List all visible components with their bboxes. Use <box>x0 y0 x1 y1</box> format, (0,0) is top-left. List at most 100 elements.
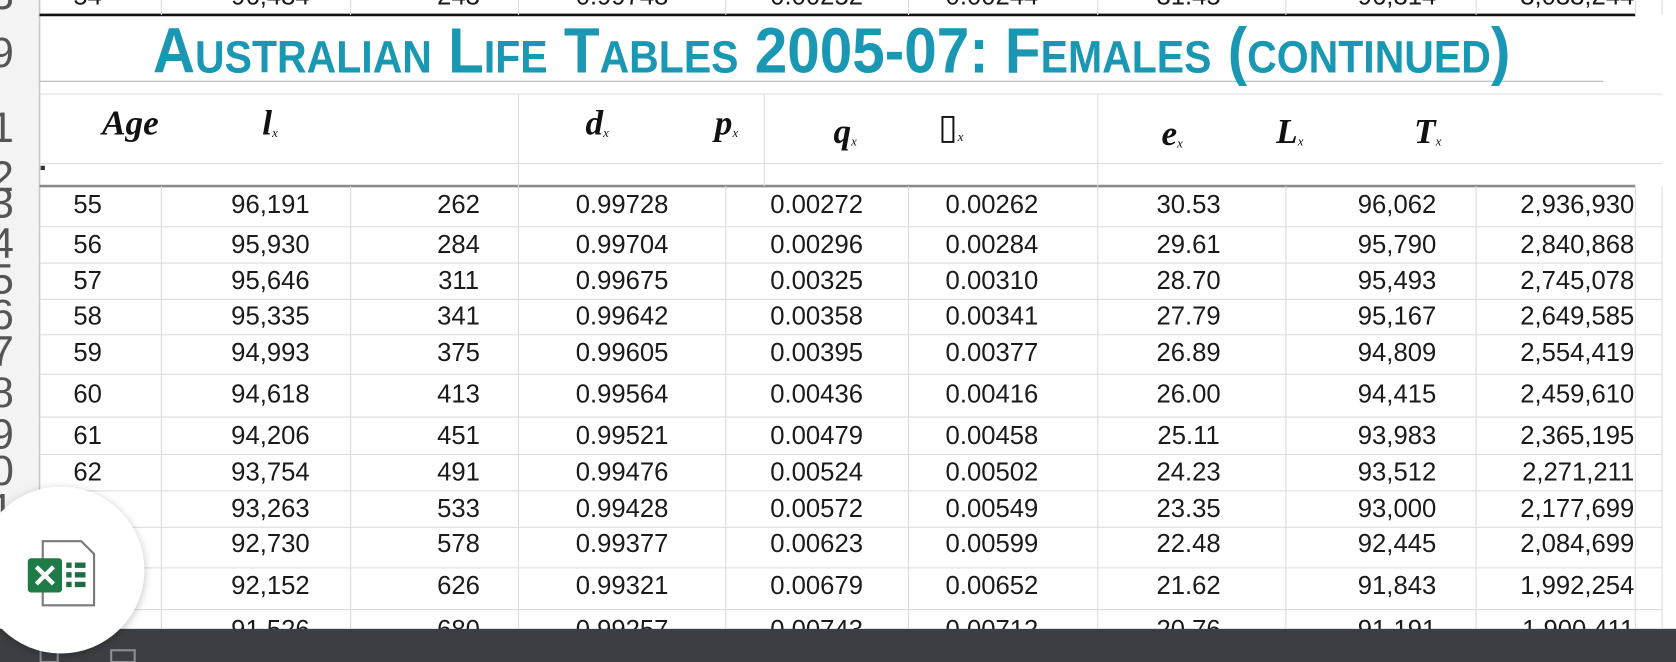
table-cell: 0.00358 <box>770 302 863 330</box>
table-cell: 533 <box>437 495 480 523</box>
table-cell: 92,152 <box>231 572 309 600</box>
column-header-subscript: x <box>602 126 609 140</box>
sheet-title: Australian Life Tables 2005-07: Females … <box>153 15 1510 87</box>
table-cell: 243 <box>437 0 480 11</box>
table-cell: 0.00679 <box>770 572 863 600</box>
table-cell: 96,191 <box>231 191 309 219</box>
table-cell: 26.89 <box>1156 339 1220 367</box>
table-cell: 21.62 <box>1156 572 1220 600</box>
table-cell: 26.00 <box>1156 380 1220 408</box>
cell-marker <box>40 165 45 171</box>
table-cell: 94,809 <box>1358 339 1436 367</box>
row-number: 1 <box>0 104 14 152</box>
icon-cell <box>66 572 72 578</box>
table-cell: 262 <box>437 191 480 219</box>
row-number: 9 <box>0 411 14 459</box>
column-header: e <box>1162 114 1178 153</box>
table-cell: 96,062 <box>1358 191 1436 219</box>
table-cell: 58 <box>73 302 102 330</box>
table-cell: 28.70 <box>1156 267 1220 295</box>
table-cell: 93,000 <box>1358 495 1436 523</box>
table-cell: 2,177,699 <box>1520 495 1634 523</box>
table-cell: 23.35 <box>1156 495 1220 523</box>
table-cell: 95,646 <box>231 267 309 295</box>
table-cell: 95,167 <box>1358 302 1436 330</box>
row-number: 9 <box>0 29 14 77</box>
row-number: 0 <box>0 447 14 495</box>
column-header: q <box>833 112 851 151</box>
table-cell: 3,033,244 <box>1520 0 1634 11</box>
table-cell: 0.99605 <box>576 339 669 367</box>
table-cell: 95,493 <box>1358 267 1436 295</box>
table-cell: 626 <box>437 572 480 600</box>
table-cell: 0.99675 <box>576 267 669 295</box>
table-cell: 0.00341 <box>946 302 1039 330</box>
table-cell: 2,936,930 <box>1520 191 1634 219</box>
column-header: Age <box>100 103 159 142</box>
table-cell: 0.00572 <box>770 495 863 523</box>
table-cell: 92,445 <box>1358 530 1436 558</box>
table-cell: 0.99377 <box>576 530 669 558</box>
table-cell: 0.00416 <box>946 380 1039 408</box>
table-cell: 0.99564 <box>576 380 669 408</box>
column-header-subscript: x <box>1176 137 1183 151</box>
table-cell: 413 <box>437 380 480 408</box>
table-cell: 2,271,211 <box>1522 459 1634 487</box>
icon-cell <box>74 581 86 588</box>
table-cell: 2,745,078 <box>1520 267 1634 295</box>
column-header-subscript: x <box>731 126 738 140</box>
column-header-subscript: x <box>271 126 278 140</box>
table-cell: 95,335 <box>231 302 309 330</box>
table-cell: 0.00272 <box>770 191 863 219</box>
table-cell: 55 <box>73 191 102 219</box>
table-cell: 0.99728 <box>576 191 669 219</box>
table-cell: 56 <box>73 231 102 259</box>
table-cell: 0.99476 <box>576 459 669 487</box>
table-cell: 0.99321 <box>576 572 669 600</box>
column-header: d <box>585 103 604 142</box>
table-cell: 311 <box>438 267 479 295</box>
icon-mark <box>34 565 55 586</box>
row-number: 3 <box>0 180 14 228</box>
table-cell: 0.00262 <box>946 191 1039 219</box>
table-cell: 2,459,610 <box>1520 380 1634 408</box>
column-header: T <box>1414 112 1437 151</box>
taskbar <box>0 628 1676 662</box>
icon-cell <box>66 562 72 568</box>
column-header: l <box>262 103 272 142</box>
table-cell: 491 <box>437 459 480 487</box>
table-cell: 94,415 <box>1358 380 1436 408</box>
table-cell: 2,840,868 <box>1520 231 1634 259</box>
table-cell: 578 <box>437 530 480 558</box>
row-numbers: 3912345678901 <box>0 0 14 534</box>
table-cell: 94,993 <box>231 339 309 367</box>
table-cell: 0.00599 <box>946 530 1039 558</box>
table-cell: 93,512 <box>1358 459 1436 487</box>
column-header: ▯ <box>938 108 957 147</box>
row-number: 8 <box>0 369 14 417</box>
table-cell: 60 <box>73 380 102 408</box>
table-cell: 54 <box>73 0 102 11</box>
table-cell: 0.00252 <box>770 0 863 11</box>
table-cell: 91,843 <box>1358 572 1436 600</box>
table-cell: 29.61 <box>1156 231 1220 259</box>
table-cell: 0.99748 <box>576 0 669 11</box>
table-cell: 0.00623 <box>770 530 863 558</box>
table-cell: 0.00436 <box>770 380 863 408</box>
table-cell: 25.11 <box>1157 422 1219 450</box>
table-cell: 0.00325 <box>770 267 863 295</box>
table-cell: 0.00310 <box>946 267 1039 295</box>
table-cell: 92,730 <box>231 530 309 558</box>
column-header-subscript: x <box>1435 134 1442 148</box>
table-cell: 0.00502 <box>946 459 1039 487</box>
taskbar-icon[interactable] <box>110 649 136 662</box>
table-cell: 93,263 <box>231 495 309 523</box>
table-cell: 451 <box>437 422 480 450</box>
column-header-subscript: x <box>850 134 857 148</box>
table-cell: 31.45 <box>1156 0 1220 11</box>
excel-icon[interactable] <box>27 540 96 607</box>
row-number: 7 <box>0 327 14 375</box>
table-cell: 1,992,254 <box>1520 572 1634 600</box>
